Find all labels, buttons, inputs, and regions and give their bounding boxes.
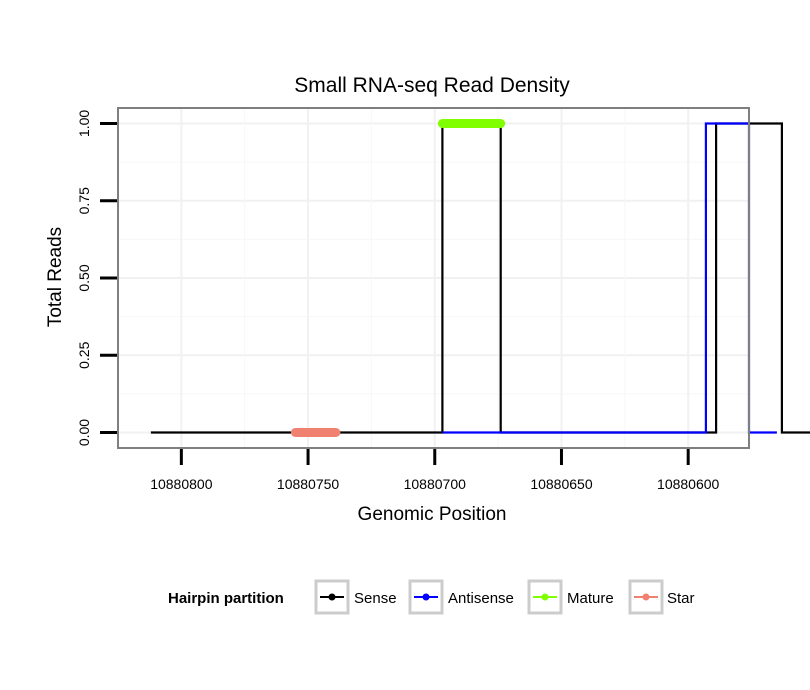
legend-label-star: Star [667,590,695,607]
legend-key-dot-mature [541,593,549,601]
plot-panel-border [117,107,750,449]
legend-label-mature: Mature [567,590,614,607]
y-axis: 0.00 0.25 0.50 0.75 1.00 [76,110,117,446]
y-tick-label: 1.00 [76,110,92,137]
x-tick-label: 10880750 [277,476,340,492]
legend-label-sense: Sense [354,590,397,607]
legend-key-dot-star [642,593,650,601]
chart-title: Small RNA-seq Read Density [294,74,570,97]
y-axis-title: Total Reads [45,227,66,327]
legend-key-dot-antisense [422,593,430,601]
x-axis-title: Genomic Position [358,504,507,525]
legend: Hairpin partition Sense Antisense Mature St… [168,579,695,615]
y-tick-label: 0.25 [76,341,92,368]
legend-key-dot-sense [328,593,336,601]
grid [118,108,749,448]
y-tick-label: 0.50 [76,264,92,291]
x-tick-label: 10880650 [530,476,593,492]
y-tick-label: 0.00 [76,419,92,446]
x-tick-label: 10880600 [657,476,720,492]
legend-label-antisense: Antisense [448,590,514,607]
x-tick-label: 10880700 [404,476,467,492]
x-axis: 10880800 10880750 10880700 10880650 10880600 [150,449,720,492]
legend-title: Hairpin partition [168,590,284,607]
x-tick-label: 10880800 [150,476,213,492]
y-tick-label: 0.75 [76,187,92,214]
